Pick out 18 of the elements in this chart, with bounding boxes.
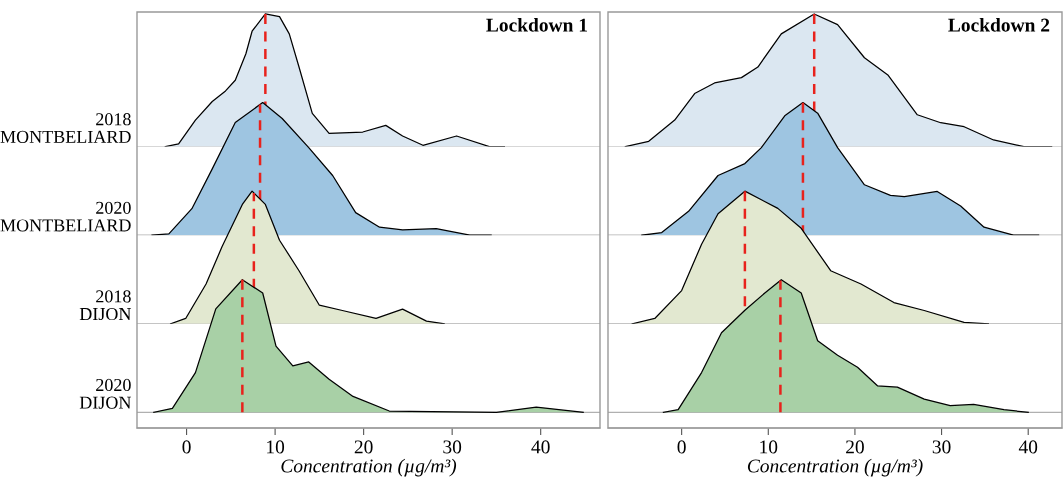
x-tick-label: 0 [677,440,686,454]
x-tick-label: 10 [760,440,778,454]
series-label: 2020 MONTBELIARD [0,201,131,232]
text: 2018 DIJON [79,290,132,321]
x-tick-label: 10 [267,440,285,454]
x-tick-label: 20 [846,440,864,454]
chart-title: Lockdown 1 [486,18,587,32]
chart-title: Lockdown 2 [948,18,1050,32]
x-tick-label: 0 [182,440,191,454]
x-tick-label: 20 [354,440,373,454]
x-tick-label: 40 [1018,440,1038,454]
series-label: 2020 DIJON [79,378,132,409]
x-tick-label: 30 [932,440,951,454]
x-axis-title: Concentration (µg/m³) [281,458,457,477]
x-tick-label: 30 [443,440,462,454]
series-label: 2018 MONTBELIARD [0,113,131,143]
x-axis-title: Concentration (µg/m³) [747,458,923,477]
x-tick-label: 40 [531,440,550,454]
